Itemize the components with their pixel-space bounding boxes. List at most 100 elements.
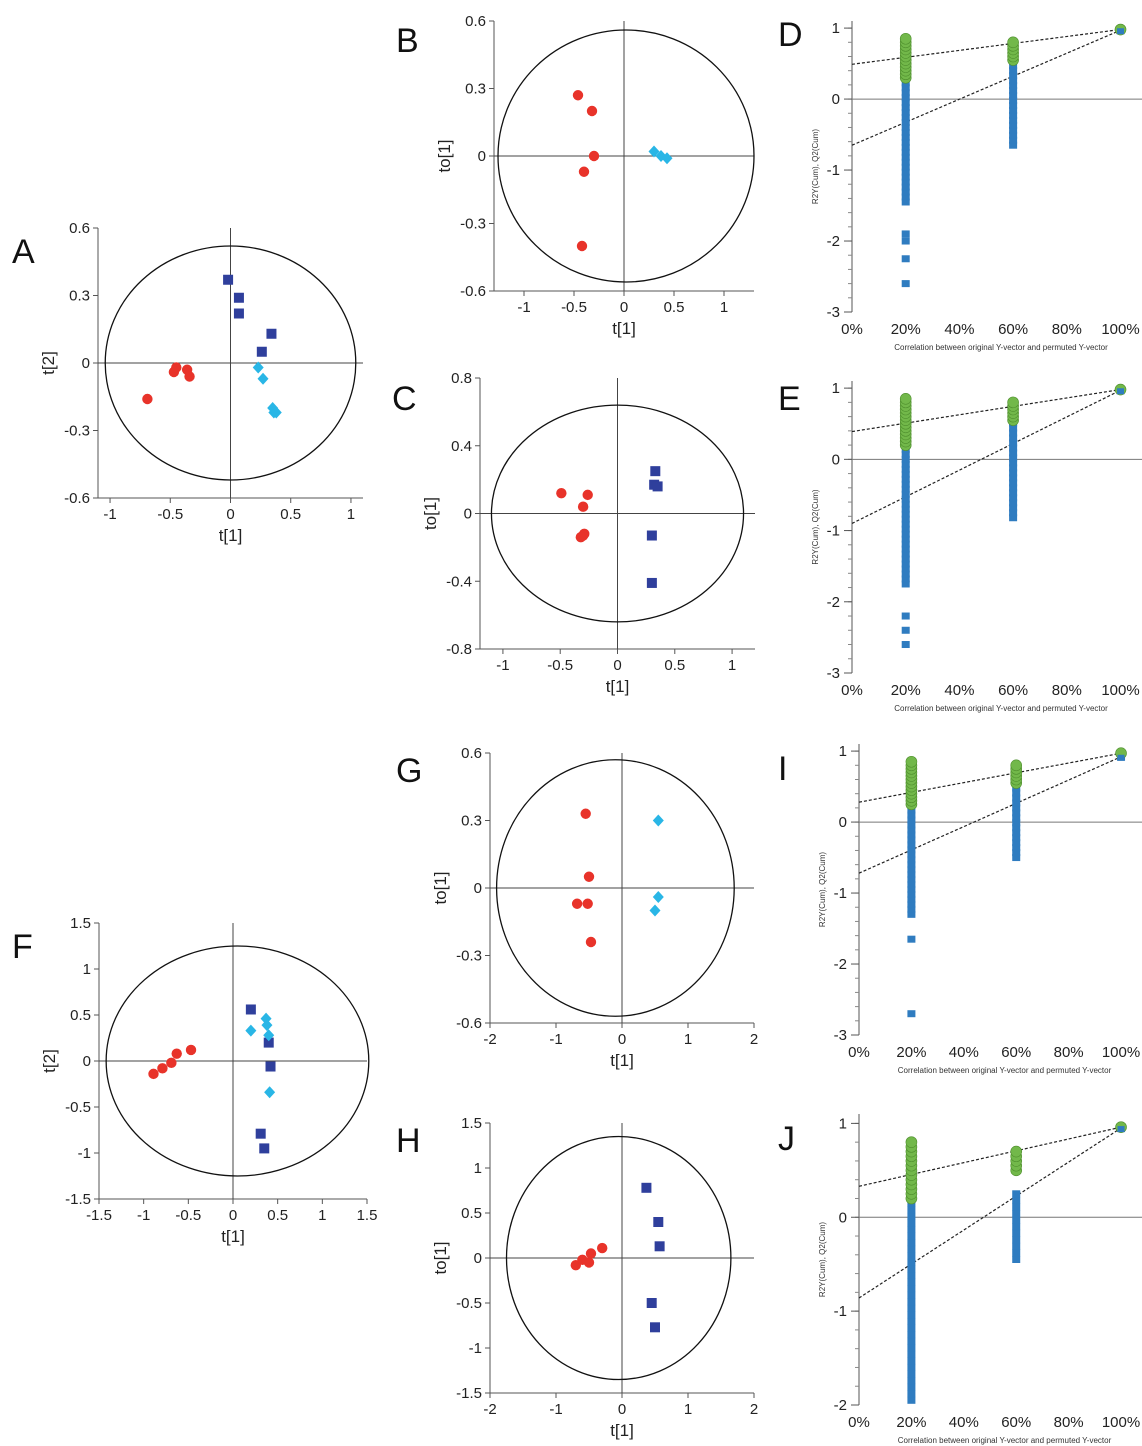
y-axis-title: R2Y(Cum), Q2(Cum) bbox=[818, 1222, 827, 1297]
y-tick-label: 0.4 bbox=[451, 438, 472, 455]
y-tick-label: 1 bbox=[832, 20, 840, 37]
panel-i: I -3 -2 -1 0 1 0% 20% 40% 60% 80% 100% Correlation b… bbox=[778, 743, 1142, 1075]
y-axis-title: t[2] bbox=[39, 351, 58, 375]
q2-point bbox=[1009, 136, 1018, 144]
panel-c: C -1 -0.5 0 0.5 1 -0.8 -0.4 0 0.4 0.8 t[1] to[1] bbox=[392, 370, 755, 696]
q2-point bbox=[1117, 28, 1125, 35]
q2-point bbox=[901, 540, 910, 548]
y-axis-title: R2Y(Cum), Q2(Cum) bbox=[811, 129, 820, 204]
y-tick-label: 0.6 bbox=[69, 220, 90, 237]
confidence-ellipse bbox=[104, 245, 357, 481]
panel-letter: B bbox=[396, 22, 419, 60]
q2-point bbox=[901, 188, 910, 196]
data-point-diamond bbox=[257, 372, 269, 385]
q2-point bbox=[901, 148, 910, 156]
q2-point bbox=[907, 900, 916, 908]
x-tick-label: 60% bbox=[1001, 1044, 1031, 1061]
confidence-ellipse bbox=[497, 29, 755, 283]
q2-point bbox=[907, 841, 916, 849]
q2-point bbox=[901, 89, 910, 97]
q2-point bbox=[907, 1324, 916, 1332]
x-tick-label: -1 bbox=[549, 1401, 562, 1418]
q2-point bbox=[907, 1311, 916, 1319]
x-tick-label: -0.5 bbox=[547, 657, 573, 674]
y-tick-label: 0 bbox=[474, 880, 482, 897]
q2-point bbox=[907, 1331, 916, 1339]
x-tick-label: 60% bbox=[998, 682, 1028, 699]
x-tick-label: -0.5 bbox=[561, 299, 587, 316]
data-point-circle bbox=[577, 501, 589, 512]
data-point-circle bbox=[582, 489, 593, 501]
q2-point bbox=[1012, 814, 1021, 822]
data-point-diamond bbox=[652, 814, 664, 827]
q2-point bbox=[1009, 121, 1018, 129]
q2-point bbox=[901, 575, 910, 583]
q2-point bbox=[1009, 434, 1018, 442]
q2-point bbox=[907, 856, 916, 864]
q2-point bbox=[907, 890, 916, 898]
y-tick-label: -1 bbox=[834, 1303, 847, 1320]
y-tick-label: -2 bbox=[834, 956, 847, 973]
data-point-circle bbox=[583, 1257, 595, 1268]
panel-a: A -1 -0.5 0 0.5 1 -0.6 -0.3 0 0.3 0.6 t[1] t[2] bbox=[12, 220, 363, 545]
q2-point bbox=[1012, 1223, 1021, 1231]
x-tick-label: 0.5 bbox=[267, 1207, 288, 1224]
x-tick-label: -0.5 bbox=[157, 506, 183, 523]
y-tick-label: 1 bbox=[832, 380, 840, 397]
q2-point bbox=[1117, 754, 1125, 761]
q2-point bbox=[901, 470, 910, 478]
y-tick-label: 0.5 bbox=[70, 1007, 91, 1024]
q2-point bbox=[1009, 494, 1018, 502]
q2-point bbox=[907, 910, 916, 918]
x-tick-label: 0 bbox=[613, 657, 621, 674]
q2-point bbox=[1009, 509, 1018, 517]
q2-point bbox=[901, 133, 910, 141]
q2-point bbox=[1012, 789, 1021, 797]
y-tick-label: 0.3 bbox=[465, 81, 486, 98]
q2-point bbox=[901, 460, 910, 468]
q2-point bbox=[907, 1258, 916, 1266]
q2-point bbox=[901, 475, 910, 483]
data-point-circle bbox=[571, 898, 583, 909]
q2-point bbox=[901, 153, 910, 161]
q2-point bbox=[907, 836, 916, 844]
data-point-square bbox=[233, 292, 244, 303]
x-tick-label: 100% bbox=[1101, 682, 1139, 699]
q2-point bbox=[1009, 489, 1018, 497]
q2-regression-line bbox=[851, 29, 1121, 146]
q2-point bbox=[901, 128, 910, 136]
q2-point bbox=[901, 109, 910, 117]
x-tick-label: 100% bbox=[1101, 321, 1139, 338]
data-point-square bbox=[646, 530, 657, 541]
q2-point bbox=[1009, 72, 1018, 80]
r2-regression-line bbox=[851, 28, 1121, 65]
q2-point bbox=[907, 1206, 916, 1214]
y-tick-label: -1 bbox=[827, 523, 840, 540]
data-point-circle bbox=[148, 1068, 159, 1080]
q2-point bbox=[1009, 141, 1018, 149]
data-point-circle bbox=[583, 871, 595, 882]
q2-point bbox=[901, 455, 910, 463]
data-point-circle bbox=[578, 166, 590, 177]
data-point-circle bbox=[184, 371, 195, 382]
q2-point bbox=[901, 612, 910, 620]
x-tick-label: 1.5 bbox=[357, 1207, 378, 1224]
q2-point bbox=[1009, 77, 1018, 85]
q2-point bbox=[907, 1377, 916, 1385]
q2-point bbox=[1012, 794, 1021, 802]
q2-point bbox=[901, 641, 910, 649]
y-tick-label: -3 bbox=[834, 1027, 847, 1044]
q2-point bbox=[907, 1304, 916, 1312]
data-point-circle bbox=[585, 1248, 597, 1259]
y-tick-label: -3 bbox=[827, 304, 840, 321]
q2-point bbox=[901, 168, 910, 176]
x-tick-label: 1 bbox=[728, 657, 736, 674]
q2-point bbox=[1012, 824, 1021, 832]
y-tick-label: -0.4 bbox=[446, 573, 472, 590]
q2-point bbox=[901, 104, 910, 112]
q2-point bbox=[907, 886, 916, 893]
data-point-circle bbox=[166, 1057, 177, 1069]
q2-point bbox=[907, 1383, 916, 1391]
q2-point bbox=[907, 935, 916, 943]
